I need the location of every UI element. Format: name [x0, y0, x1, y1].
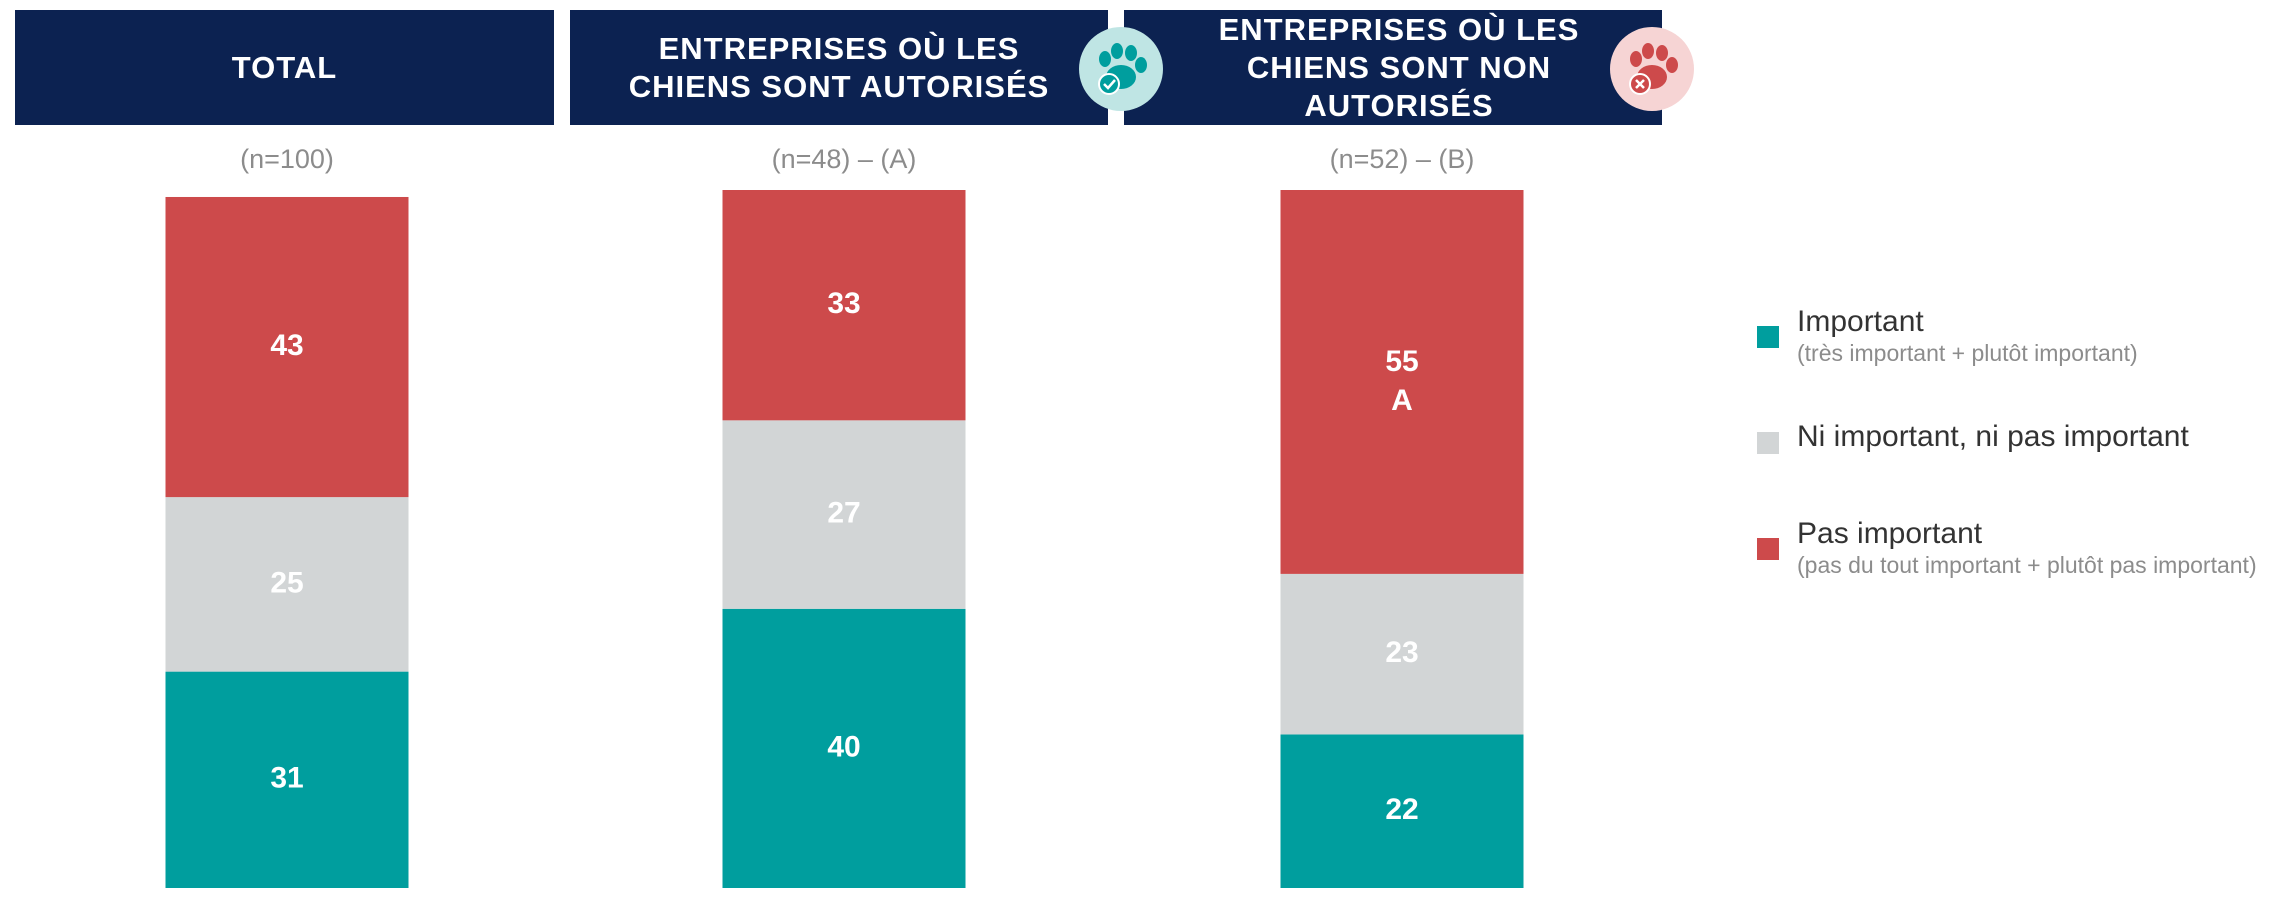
- sample-size: (n=100): [240, 144, 334, 174]
- legend-swatch: [1757, 326, 1779, 348]
- icon-not-allowed: [1610, 27, 1694, 111]
- bar-segment: [722, 420, 966, 609]
- value-label: 33: [827, 287, 860, 320]
- legend-swatch: [1757, 538, 1779, 560]
- value-label: 43: [270, 329, 303, 362]
- header-box: TOTAL: [15, 10, 554, 125]
- bar-segment: [722, 608, 966, 888]
- legend-label: Important: [1797, 305, 1924, 338]
- legend-label: Pas important: [1797, 517, 1983, 550]
- header-box: ENTREPRISES OÙ LES CHIENS SONT AUTORISÉS: [570, 10, 1108, 125]
- legend-swatch: [1757, 432, 1779, 454]
- sample-size: (n=48) – (A): [772, 144, 917, 174]
- value-label: 25: [270, 566, 303, 599]
- bar-segment: [722, 190, 966, 421]
- bar-segment: [1280, 734, 1524, 888]
- bar-segment: [165, 497, 409, 672]
- header-box: ENTREPRISES OÙ LES CHIENS SONT NON AUTOR…: [1124, 10, 1662, 125]
- legend-note: (pas du tout important + plutôt pas impo…: [1797, 552, 2257, 578]
- bar-segment: [165, 196, 409, 498]
- bar-segment: [1280, 573, 1524, 735]
- bar-segment: [165, 671, 409, 888]
- value-label: 40: [827, 730, 860, 763]
- bar-segment: [1280, 190, 1524, 574]
- significance-label: A: [1391, 384, 1413, 417]
- value-label: 55: [1385, 345, 1418, 378]
- header-title: TOTAL: [231, 49, 338, 85]
- sample-size: (n=52) – (B): [1330, 144, 1475, 174]
- legend-note: (très important + plutôt important): [1797, 340, 2138, 366]
- value-label: 22: [1385, 793, 1418, 826]
- value-label: 27: [827, 496, 860, 529]
- icon-allowed: [1079, 27, 1163, 111]
- value-label: 31: [270, 762, 303, 795]
- header-title: ENTREPRISES OÙ LES CHIENS SONT AUTORISÉS: [628, 30, 1050, 104]
- value-label: 23: [1385, 636, 1418, 669]
- legend-label: Ni important, ni pas important: [1797, 420, 2189, 453]
- header-title: ENTREPRISES OÙ LES CHIENS SONT NON AUTOR…: [1218, 11, 1580, 123]
